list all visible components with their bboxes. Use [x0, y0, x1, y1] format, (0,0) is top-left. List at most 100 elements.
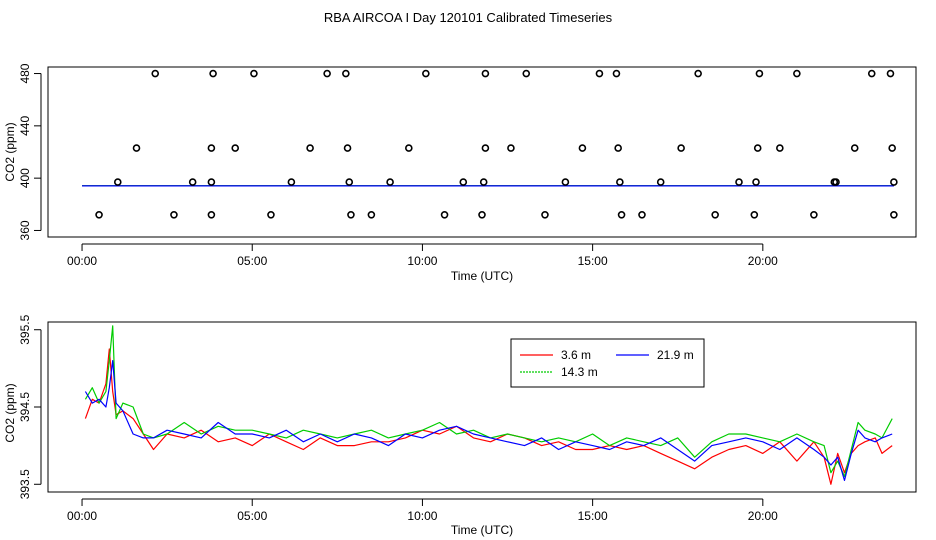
x-tick-label: 15:00 — [578, 254, 608, 268]
scatter-point — [481, 69, 490, 78]
scatter-point — [267, 210, 275, 219]
y-tick-label: 440 — [18, 116, 32, 136]
scatter-point — [793, 69, 801, 78]
y-tick-label: 360 — [18, 220, 32, 240]
x-tick-label: 10:00 — [407, 254, 437, 268]
scatter-point — [287, 178, 296, 186]
top-x-axis: 00:00 05:00 10:00 15:00 20:00 — [67, 243, 778, 268]
scatter-point — [867, 69, 876, 78]
scatter-point — [750, 210, 759, 219]
scatter-point — [522, 69, 531, 78]
scatter-point — [207, 210, 216, 219]
series-line — [84, 325, 893, 478]
y-tick-label: 480 — [18, 63, 32, 83]
bottom-plot-frame — [47, 321, 917, 493]
scatter-point — [151, 69, 160, 78]
bottom-x-axis-label: Time (UTC) — [451, 523, 513, 537]
scatter-point — [677, 144, 685, 152]
scatter-point — [367, 210, 376, 219]
top-y-axis-label: CO2 (ppm) — [3, 122, 17, 181]
scatter-point — [656, 178, 665, 186]
legend-label-21-9m: 21.9 m — [657, 348, 694, 362]
legend: 3.6 m 21.9 m 14.3 m — [510, 338, 705, 388]
legend-box — [510, 338, 705, 388]
scatter-point — [478, 210, 486, 219]
legend-label-14-3m: 14.3 m — [561, 365, 598, 379]
scatter-point — [735, 178, 743, 186]
series-line — [84, 360, 893, 481]
scatter-point — [132, 144, 141, 152]
top-plot-frame — [47, 66, 917, 238]
scatter-point — [95, 210, 103, 219]
scatter-point — [207, 144, 216, 152]
scatter-point — [776, 144, 784, 152]
figure-title: RBA AIRCOA I Day 120101 Calibrated Times… — [324, 10, 613, 25]
scatter-point — [890, 210, 898, 219]
series-line — [84, 348, 893, 485]
scatter-point — [617, 210, 626, 219]
scatter-point — [890, 178, 898, 186]
scatter-point — [440, 210, 449, 219]
scatter-point — [755, 69, 764, 78]
x-tick-label: 20:00 — [748, 509, 778, 523]
scatter-point — [752, 178, 760, 186]
scatter-point — [343, 144, 352, 152]
scatter-point — [207, 178, 216, 186]
bottom-y-axis: 393.5 394.5 395.5 — [18, 314, 42, 499]
top-scatter-panel: 00:00 05:00 10:00 15:00 20:00 360 400 440 480 T… — [3, 63, 917, 283]
scatter-point — [386, 178, 394, 186]
scatter-point — [810, 210, 818, 219]
bottom-x-axis: 00:00 05:00 10:00 15:00 20:00 — [67, 498, 778, 523]
x-tick-label: 10:00 — [407, 509, 437, 523]
x-tick-label: 00:00 — [67, 509, 97, 523]
scatter-point — [209, 69, 217, 78]
top-x-axis-label: Time (UTC) — [451, 269, 513, 283]
scatter-point — [886, 69, 895, 78]
scatter-point — [231, 144, 240, 152]
scatter-point — [347, 210, 355, 219]
scatter-point — [250, 69, 258, 78]
scatter-point — [188, 178, 197, 186]
scatter-point — [422, 69, 430, 78]
x-tick-label: 20:00 — [748, 254, 778, 268]
y-tick-label: 400 — [18, 168, 32, 188]
scatter-point — [342, 69, 350, 78]
scatter-point — [345, 178, 354, 186]
scatter-point — [612, 69, 621, 78]
y-tick-label: 395.5 — [18, 314, 32, 344]
scatter-point — [170, 210, 178, 219]
bottom-y-axis-label: CO2 (ppm) — [3, 383, 17, 442]
scatter-point — [616, 178, 624, 186]
scatter-point — [753, 144, 762, 152]
x-tick-label: 05:00 — [237, 509, 267, 523]
scatter-point — [832, 178, 840, 186]
scatter-point — [479, 178, 488, 186]
x-tick-label: 15:00 — [578, 509, 608, 523]
x-tick-label: 00:00 — [67, 254, 97, 268]
scatter-point — [507, 144, 515, 152]
legend-label-3-6m: 3.6 m — [561, 348, 591, 362]
top-data-marks — [82, 69, 898, 219]
scatter-point — [561, 178, 570, 186]
bottom-data-lines — [84, 325, 893, 485]
x-tick-label: 05:00 — [237, 254, 267, 268]
scatter-point — [888, 144, 896, 152]
scatter-point — [323, 69, 331, 78]
scatter-point — [578, 144, 587, 152]
scatter-point — [113, 178, 122, 186]
scatter-point — [711, 210, 719, 219]
scatter-point — [694, 69, 702, 78]
scatter-point — [481, 144, 490, 152]
scatter-point — [614, 144, 622, 152]
scatter-point — [850, 144, 859, 152]
scatter-point — [459, 178, 468, 186]
top-y-axis: 360 400 440 480 — [18, 63, 42, 240]
y-tick-label: 393.5 — [18, 469, 32, 499]
scatter-point — [405, 144, 413, 152]
scatter-point — [595, 69, 604, 78]
scatter-point — [306, 144, 314, 152]
scatter-point — [638, 210, 646, 219]
scatter-point — [541, 210, 549, 219]
bottom-line-panel: 00:00 05:00 10:00 15:00 20:00 393.5 394.5 395.… — [3, 314, 917, 537]
